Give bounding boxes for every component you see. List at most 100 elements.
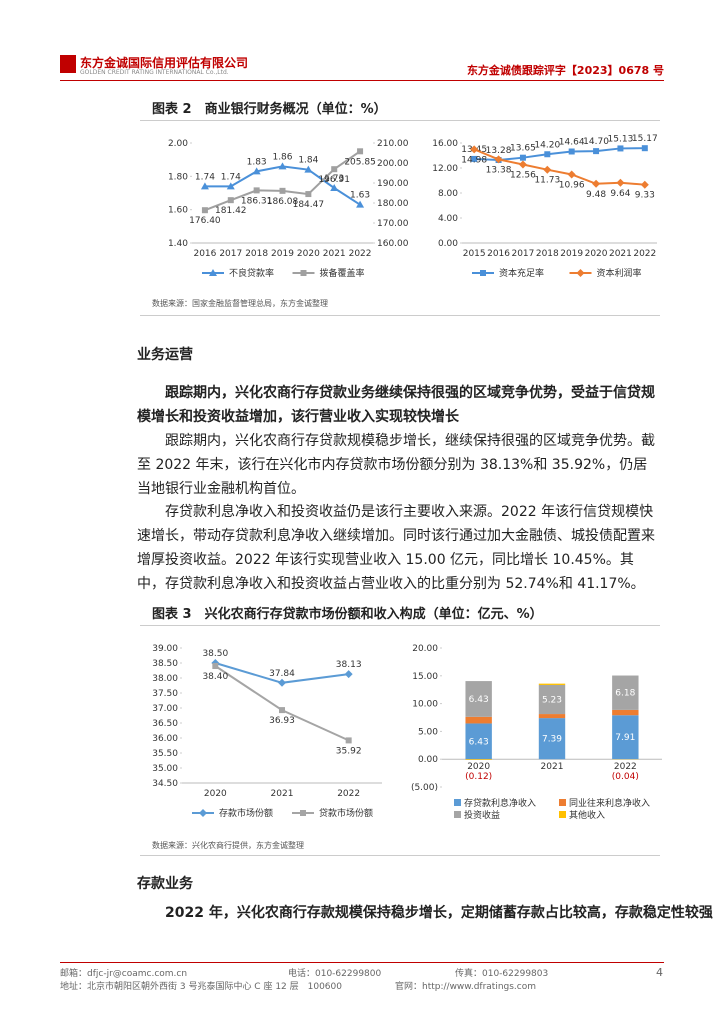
marker xyxy=(568,148,575,155)
data-label: 7.91 xyxy=(615,733,635,743)
bar-segment xyxy=(538,718,566,760)
marker xyxy=(300,810,306,816)
y-tick-label: 39.00 xyxy=(152,644,178,654)
legend-label: 不良贷款率 xyxy=(229,267,274,279)
marker xyxy=(209,269,217,276)
data-label: 15.13 xyxy=(608,134,634,144)
legend-label: 其他收入 xyxy=(569,809,605,821)
legend-label: 同业往来利息净收入 xyxy=(569,797,650,809)
company: 东方金诚国际信用评估有限公司 xyxy=(80,56,249,70)
y-tick-label: 36.00 xyxy=(152,734,178,744)
footer-fax: 传真：010-62299803 xyxy=(455,969,549,979)
x-tick-label: 2016 xyxy=(487,249,510,259)
y2-tick-label: 180.00 xyxy=(377,199,409,209)
marker xyxy=(543,165,552,174)
marker xyxy=(470,145,479,154)
header-rule xyxy=(60,80,664,81)
marker xyxy=(345,737,352,744)
x-tick-label: 2021 xyxy=(271,789,294,799)
data-label: 7.39 xyxy=(542,735,562,745)
y-tick-label: 1.40 xyxy=(168,239,188,249)
data-label: 1.83 xyxy=(247,157,267,167)
marker xyxy=(201,207,208,214)
data-label: 9.33 xyxy=(635,191,655,201)
marker xyxy=(344,670,353,679)
y-tick-label: 35.00 xyxy=(152,764,178,774)
marker xyxy=(356,200,365,208)
data-label: 9.64 xyxy=(610,189,630,199)
legend-swatch xyxy=(559,811,566,818)
marker xyxy=(518,160,527,169)
x-tick-label: 2021 xyxy=(323,249,346,259)
data-label: 9.48 xyxy=(586,190,606,200)
marker xyxy=(305,191,312,198)
data-label: 13.65 xyxy=(510,144,536,154)
legend-swatch xyxy=(559,799,566,806)
y-tick-label: 2.00 xyxy=(168,139,188,149)
data-label: 1.73 xyxy=(324,174,344,184)
y-tick-label: 38.00 xyxy=(152,674,178,684)
y-tick-label: 10.00 xyxy=(412,700,438,710)
y-tick-label: 0.00 xyxy=(438,239,458,249)
y-tick-label: 37.50 xyxy=(152,689,178,699)
marker xyxy=(617,145,624,152)
chart: 1.40 1.60 1.80 2.00 160.00 170.00 180.00 190.00… xyxy=(168,139,409,279)
x-tick-label: 2021 xyxy=(609,249,632,259)
y-tick-label: 20.00 xyxy=(412,644,438,654)
y2-tick-label: 210.00 xyxy=(377,139,409,149)
x-tick-label: 2022 xyxy=(633,249,656,259)
marker xyxy=(304,165,313,173)
section-heading: 业务运营 xyxy=(137,347,193,363)
y2-tick-label: 200.00 xyxy=(377,159,409,169)
x-tick-label: 2022 xyxy=(614,762,637,772)
marker xyxy=(616,178,625,187)
y-tick-label: 15.00 xyxy=(412,672,438,682)
bar-segment xyxy=(465,723,492,760)
marker xyxy=(199,809,207,817)
data-label: 13.28 xyxy=(486,146,512,156)
page-number: 4 xyxy=(656,966,663,979)
x-tick-label: 2020 xyxy=(204,789,227,799)
y-tick-label: 4.00 xyxy=(438,214,458,224)
y-tick-label: 34.50 xyxy=(152,779,178,789)
data-label: 5.23 xyxy=(542,696,562,706)
data-label: 6.43 xyxy=(469,737,489,747)
data-label: 14.70 xyxy=(583,137,609,147)
marker xyxy=(252,167,261,175)
marker xyxy=(279,707,285,714)
y-tick-label: 8.00 xyxy=(438,189,458,199)
x-tick-label: 2018 xyxy=(245,249,268,259)
data-label: 1.63 xyxy=(350,191,370,201)
rule xyxy=(140,625,660,626)
y2-tick-label: 170.00 xyxy=(377,219,409,229)
legend-swatch xyxy=(454,799,461,806)
bar-segment xyxy=(465,716,492,724)
figure-title: 图表 3 兴化农商行存贷款市场份额和收入构成（单位：亿元、%） xyxy=(152,607,543,622)
data-label: 186.31 xyxy=(241,196,273,206)
y-tick-label: 0.00 xyxy=(418,755,438,765)
x-tick-label: 2022 xyxy=(349,249,372,259)
x-tick-label: 2022 xyxy=(337,789,360,799)
data-label: 38.13 xyxy=(336,660,362,670)
marker xyxy=(576,269,585,277)
data-label: 181.42 xyxy=(215,206,247,216)
legend-swatch xyxy=(454,811,461,818)
y2-tick-label: 190.00 xyxy=(377,179,409,189)
footer-phone: 电话：010-62299800 xyxy=(288,969,382,979)
data-label: 1.74 xyxy=(195,172,215,182)
rule xyxy=(140,315,660,316)
x-tick-label: 2017 xyxy=(511,249,534,259)
bar-segment xyxy=(465,759,492,760)
marker xyxy=(227,197,234,204)
data-label: 205.85 xyxy=(344,157,376,167)
chart: (5.00) 0.00 5.00 10.00 15.00 20.00 2020 2021 202… xyxy=(411,644,662,821)
x-tick-label: 2015 xyxy=(463,249,486,259)
data-label: 14.64 xyxy=(559,138,585,148)
y-tick-label: 12.00 xyxy=(432,164,458,174)
data-label: 1.74 xyxy=(221,172,241,182)
data-label: 12.56 xyxy=(510,171,536,181)
marker xyxy=(279,187,286,194)
bar-segment xyxy=(538,714,566,719)
marker xyxy=(519,154,526,161)
x-tick-label: 2016 xyxy=(193,249,216,259)
